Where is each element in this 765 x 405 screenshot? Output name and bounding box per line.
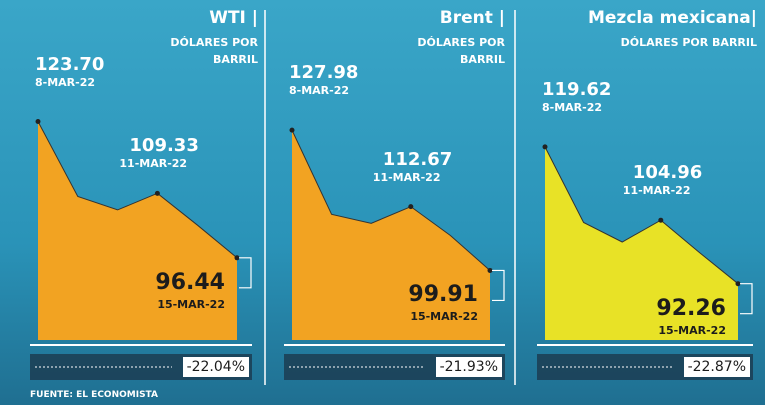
value-label: 123.70 bbox=[35, 54, 104, 75]
bracket bbox=[740, 284, 752, 314]
bracket bbox=[492, 270, 504, 300]
value-label: 104.96 bbox=[633, 162, 702, 183]
panel-subtitle: DÓLARES POR BARRIL bbox=[527, 34, 757, 51]
value-label: 99.91 bbox=[408, 282, 478, 307]
value-label: 119.62 bbox=[542, 79, 611, 100]
point bbox=[488, 268, 493, 273]
date-label: 15-MAR-22 bbox=[410, 310, 478, 323]
panel-subtitle: DÓLARES POR BARRIL bbox=[375, 34, 505, 68]
value-label: 112.67 bbox=[383, 149, 452, 170]
point bbox=[36, 119, 41, 124]
point bbox=[408, 204, 413, 209]
point bbox=[658, 218, 663, 223]
panel-subtitle: DÓLARES POR BARRIL bbox=[128, 34, 258, 68]
date-label: 11-MAR-22 bbox=[623, 184, 691, 197]
panel-title: Brent | bbox=[440, 8, 505, 28]
date-label: 8-MAR-22 bbox=[289, 84, 349, 97]
panel-title: WTI | bbox=[209, 8, 258, 28]
date-label: 11-MAR-22 bbox=[119, 157, 187, 170]
change-label: -22.87% bbox=[684, 357, 750, 377]
date-label: 8-MAR-22 bbox=[542, 101, 602, 114]
bracket bbox=[239, 258, 251, 288]
change-label: -21.93% bbox=[436, 357, 502, 377]
date-label: 11-MAR-22 bbox=[373, 171, 441, 184]
date-label: 8-MAR-22 bbox=[35, 76, 95, 89]
panel-title: Mezcla mexicana| bbox=[588, 8, 757, 28]
date-label: 15-MAR-22 bbox=[658, 324, 726, 337]
source: FUENTE: EL ECONOMISTA bbox=[30, 390, 158, 400]
point bbox=[155, 191, 160, 196]
point bbox=[235, 255, 240, 260]
point bbox=[736, 281, 741, 286]
infographic: FUENTE: EL ECONOMISTA WTI | DÓLARES POR B… bbox=[0, 0, 765, 405]
value-label: 127.98 bbox=[289, 62, 358, 83]
date-label: 15-MAR-22 bbox=[157, 298, 225, 311]
change-label: -22.04% bbox=[183, 357, 249, 377]
point bbox=[290, 128, 295, 133]
value-label: 96.44 bbox=[155, 270, 225, 295]
value-label: 92.26 bbox=[656, 296, 726, 321]
value-label: 109.33 bbox=[129, 135, 198, 156]
point bbox=[543, 144, 548, 149]
